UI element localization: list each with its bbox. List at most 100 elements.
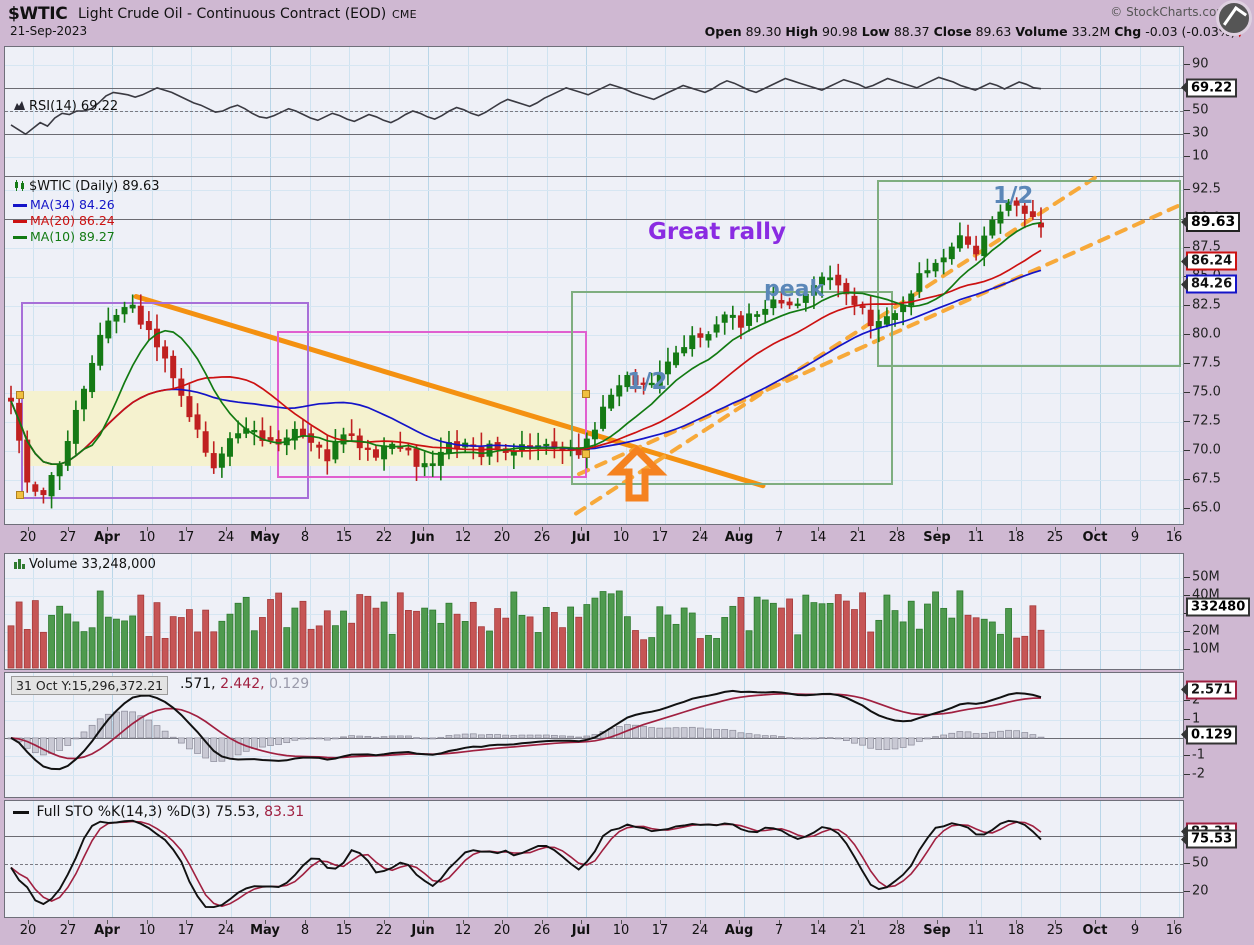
grid-line-vertical [902,554,903,669]
rsi-tick-label: 50 [1192,102,1209,118]
date-tick-20: 20 [493,530,511,545]
date-tick-15: 15 [335,530,353,545]
grid-line-horizontal [5,775,1183,776]
volume-tick-label: 20M [1192,623,1220,639]
macd-legend-part-1: .571, [180,676,221,692]
grid-line-vertical [191,47,192,524]
grid-line-vertical [389,554,390,669]
date-tick-10: 10 [612,923,630,938]
grid-line-vertical [902,47,903,524]
grid-line-vertical [547,801,548,917]
grid-line-vertical [468,554,469,669]
date-tick-18: 18 [1007,923,1025,938]
price-tick-label: 67.5 [1192,471,1221,487]
grid-line-horizontal [5,480,1183,481]
grid-line-vertical [705,801,706,917]
marker-dot [582,389,590,398]
grid-line-horizontal [5,306,1183,307]
grid-line-vertical [942,47,943,524]
date-tick-26: 26 [533,923,551,938]
date-tickmark [28,527,29,531]
grid-line-vertical [152,554,153,669]
grid-line-vertical [349,801,350,917]
chg-value: -0.03 (-0.03%) [1145,24,1236,39]
date-tickmark [1055,527,1056,531]
grid-line-vertical [231,673,232,797]
date-tickmark [660,527,661,531]
date-tickmark [186,527,187,531]
grid-line-vertical [942,801,943,917]
green-box-top [877,180,1181,367]
price-reference-line [5,219,1183,220]
date-tickmark [542,527,543,531]
globe-icon[interactable] [1216,0,1252,36]
close-label: Close [933,24,972,39]
grid-line-vertical [626,47,627,524]
rsi-icon [13,100,26,111]
volume-value: 33.2M [1071,24,1111,39]
ma34-value-label: 84.26 [1186,274,1238,294]
axis-tickmark [1184,188,1190,190]
date-tickmark [186,920,187,924]
macd-crosshair-tooltip: 31 Oct Y:15,296,372.21 [11,676,169,695]
grid-line-horizontal [5,364,1183,365]
date-tick-jul: Jul [571,530,591,545]
grid-line-vertical [823,673,824,797]
grid-line-vertical [744,554,745,669]
grid-line-horizontal [5,756,1183,757]
date-tick-8: 8 [300,923,310,938]
date-tick-21: 21 [849,923,867,938]
date-tickmark [147,527,148,531]
date-tickmark [858,527,859,531]
grid-line-vertical [349,47,350,524]
grid-line-vertical [1021,47,1022,524]
date-tick-27: 27 [59,530,77,545]
date-tick-sep: Sep [923,530,951,545]
chart-header: $WTIC Light Crude Oil - Continuous Contr… [0,0,1254,44]
grid-line-vertical [1060,47,1061,524]
date-axis-bottom: 20 27 Apr 10 17 24 May 8 15 22 Jun 12 20 26 Jul 10 17 24 A… [0,920,1254,945]
date-tick-20: 20 [19,530,37,545]
date-tick-14: 14 [809,923,827,938]
grid-line-vertical [863,673,864,797]
date-tick-may: May [250,923,280,938]
high-value: 90.98 [821,24,858,39]
marker-dot [16,490,24,499]
grid-line-vertical [349,554,350,669]
ma-swatch [13,236,27,239]
grid-line-vertical [626,801,627,917]
grid-line-vertical [586,47,587,524]
close-value: 89.63 [975,24,1012,39]
price-tick-label: 87.5 [1192,239,1221,255]
axis-tickmark [1184,391,1190,393]
ma-legend-2: MA(20) 86.24 [13,213,115,228]
date-tickmark [68,527,69,531]
grid-line-vertical [586,673,587,797]
date-tickmark [502,920,503,924]
price-legend-text: $WTIC (Daily) 89.63 [29,179,160,194]
ma-swatch [13,220,27,223]
grid-line-vertical [665,554,666,669]
grid-line-vertical [784,47,785,524]
date-tickmark [68,920,69,924]
date-tick-9: 9 [1130,923,1140,938]
grid-line-horizontal [5,701,1183,702]
symbol-ticker: $WTIC [8,4,68,24]
ohlc-quote-bar: Open 89.30 High 90.98 Low 88.37 Close 89… [705,24,1244,39]
grid-line-horizontal [5,596,1183,597]
grid-line-horizontal [5,422,1183,423]
date-tick-22: 22 [375,923,393,938]
quote-date: 21-Sep-2023 [10,24,88,38]
grid-line-vertical [152,47,153,524]
grid-line-vertical [73,673,74,797]
rsi-oversold-line [5,134,1183,135]
axis-tickmark [1184,362,1190,364]
grid-line-vertical [863,47,864,524]
date-tickmark [1174,527,1175,531]
date-tickmark [305,920,306,924]
date-tickmark [976,527,977,531]
open-label: Open [704,24,742,39]
date-tick-11: 11 [967,530,985,545]
grid-line-horizontal [5,451,1183,452]
volume-legend-text: Volume 33,248,000 [29,557,156,572]
